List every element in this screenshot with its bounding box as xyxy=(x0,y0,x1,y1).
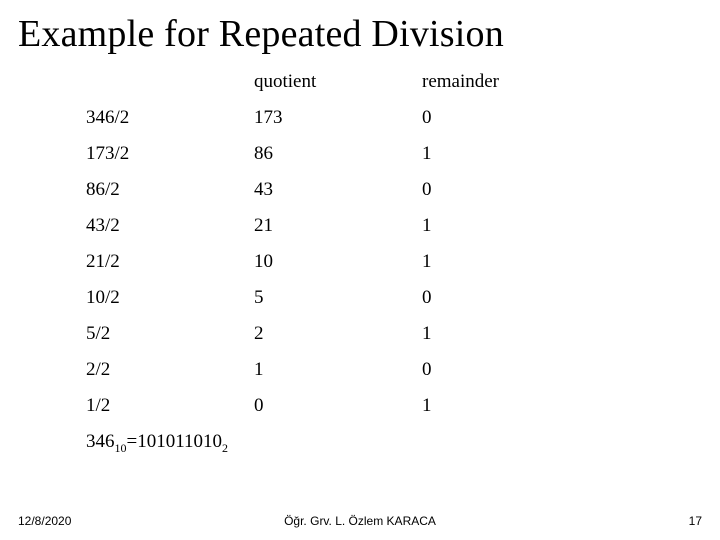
table-header-row: quotient remainder xyxy=(80,64,640,100)
cell-remainder: 1 xyxy=(416,388,640,424)
cell-quotient: 2 xyxy=(248,316,416,352)
result-eq: = xyxy=(127,431,138,452)
cell-dividend: 346/2 xyxy=(80,100,248,136)
cell-dividend: 10/2 xyxy=(80,280,248,316)
cell-quotient: 21 xyxy=(248,208,416,244)
cell-quotient: 86 xyxy=(248,136,416,172)
cell-quotient: 173 xyxy=(248,100,416,136)
table-row: 10/2 5 0 xyxy=(80,280,640,316)
cell-remainder: 1 xyxy=(416,244,640,280)
cell-dividend: 1/2 xyxy=(80,388,248,424)
cell-quotient: 43 xyxy=(248,172,416,208)
table-row: 43/2 21 1 xyxy=(80,208,640,244)
footer-author: Öğr. Grv. L. Özlem KARACA xyxy=(0,514,720,528)
cell-dividend: 2/2 xyxy=(80,352,248,388)
content-area: quotient remainder 346/2 173 0 173/2 86 … xyxy=(0,64,720,456)
table-row: 1/2 0 1 xyxy=(80,388,640,424)
cell-dividend: 173/2 xyxy=(80,136,248,172)
result-rhs-base: 2 xyxy=(222,441,228,455)
cell-dividend: 43/2 xyxy=(80,208,248,244)
cell-quotient: 10 xyxy=(248,244,416,280)
cell-remainder: 1 xyxy=(416,316,640,352)
division-table: quotient remainder 346/2 173 0 173/2 86 … xyxy=(80,64,640,424)
table-row: 346/2 173 0 xyxy=(80,100,640,136)
table-row: 86/2 43 0 xyxy=(80,172,640,208)
cell-quotient: 1 xyxy=(248,352,416,388)
cell-dividend: 5/2 xyxy=(80,316,248,352)
footer-page-number: 17 xyxy=(689,514,702,528)
table-row: 5/2 2 1 xyxy=(80,316,640,352)
cell-remainder: 1 xyxy=(416,208,640,244)
header-blank xyxy=(80,64,248,100)
cell-quotient: 5 xyxy=(248,280,416,316)
page-title: Example for Repeated Division xyxy=(0,0,720,64)
cell-remainder: 1 xyxy=(416,136,640,172)
result-lhs-value: 346 xyxy=(86,431,115,452)
cell-remainder: 0 xyxy=(416,172,640,208)
cell-quotient: 0 xyxy=(248,388,416,424)
table-row: 173/2 86 1 xyxy=(80,136,640,172)
cell-remainder: 0 xyxy=(416,280,640,316)
cell-dividend: 21/2 xyxy=(80,244,248,280)
result-rhs-value: 101011010 xyxy=(137,431,222,452)
header-quotient: quotient xyxy=(248,64,416,100)
header-remainder: remainder xyxy=(416,64,640,100)
table-row: 2/2 1 0 xyxy=(80,352,640,388)
cell-dividend: 86/2 xyxy=(80,172,248,208)
table-row: 21/2 10 1 xyxy=(80,244,640,280)
result-equation: 34610=1010110102 xyxy=(80,424,640,456)
result-lhs-base: 10 xyxy=(115,441,127,455)
cell-remainder: 0 xyxy=(416,100,640,136)
cell-remainder: 0 xyxy=(416,352,640,388)
